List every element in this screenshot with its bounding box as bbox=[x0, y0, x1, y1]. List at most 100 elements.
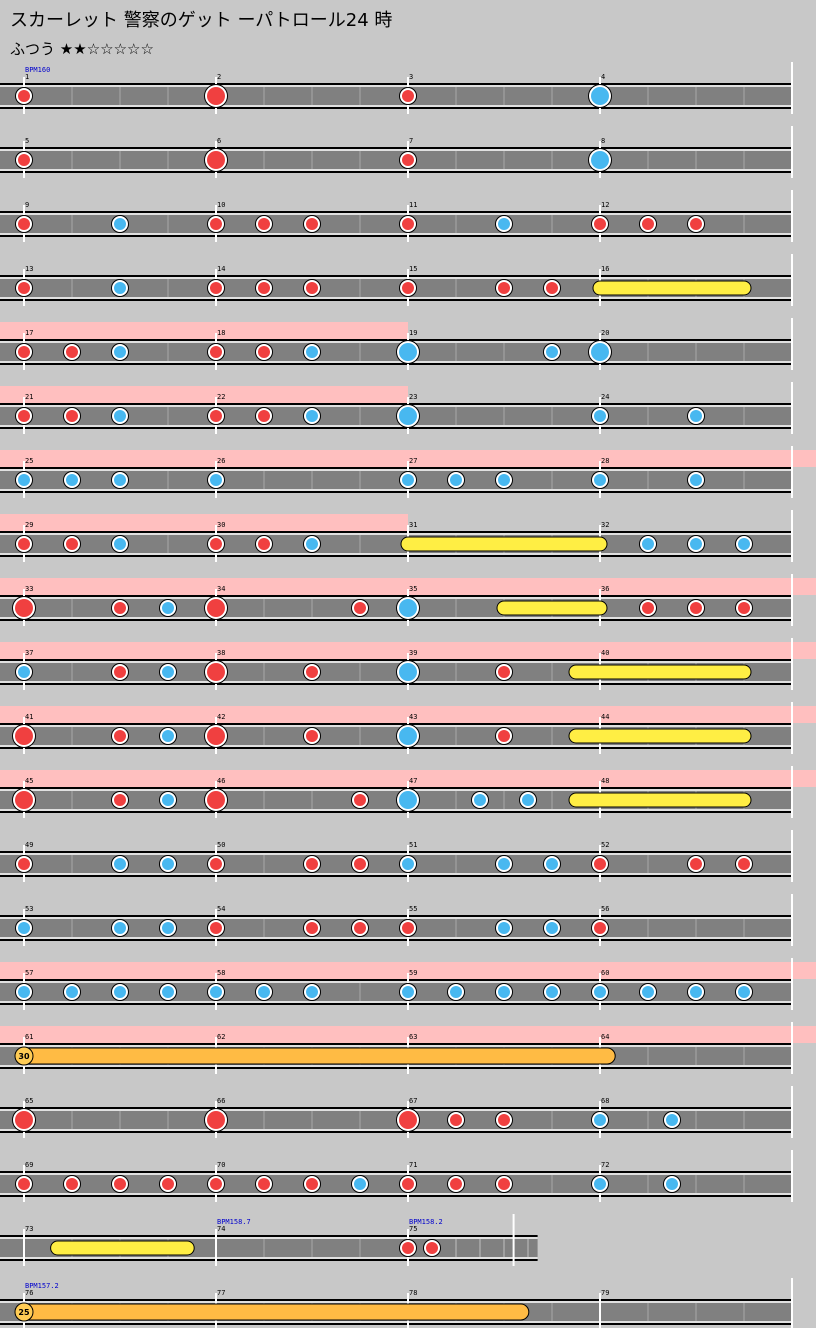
chart-row: 49 50 51 52 bbox=[0, 830, 793, 882]
ka-note bbox=[642, 986, 654, 998]
measure-number: 23 bbox=[409, 393, 417, 401]
don-note bbox=[690, 602, 702, 614]
chart-row: 45 46 47 48 bbox=[0, 766, 816, 818]
gogo-highlight bbox=[0, 386, 408, 403]
gogo-highlight bbox=[0, 706, 816, 723]
don-note bbox=[306, 858, 318, 870]
chart-row: 53 54 55 56 bbox=[0, 894, 793, 946]
don-note bbox=[402, 154, 414, 166]
don-note bbox=[210, 858, 222, 870]
measure-number: 25 bbox=[25, 457, 33, 465]
gogo-highlight bbox=[0, 578, 816, 595]
lane bbox=[0, 84, 792, 108]
measure-number: 64 bbox=[601, 1033, 609, 1041]
don-note bbox=[426, 1242, 438, 1254]
ka-note bbox=[210, 986, 222, 998]
lane bbox=[0, 980, 792, 1004]
measure-number: 8 bbox=[601, 137, 605, 145]
don-note bbox=[114, 666, 126, 678]
gogo-highlight bbox=[0, 514, 408, 531]
gogo-highlight bbox=[0, 770, 816, 787]
measure-number: 27 bbox=[409, 457, 417, 465]
measure-number: 76 bbox=[25, 1289, 33, 1297]
big-ka-note bbox=[399, 727, 417, 745]
ka-note bbox=[666, 1114, 678, 1126]
ka-note bbox=[162, 922, 174, 934]
big-ka-note bbox=[399, 343, 417, 361]
big-ka-note bbox=[399, 599, 417, 617]
ka-note bbox=[450, 986, 462, 998]
big-ka-note bbox=[399, 663, 417, 681]
don-note bbox=[258, 218, 270, 230]
ka-note bbox=[690, 538, 702, 550]
don-note bbox=[66, 1178, 78, 1190]
ka-note bbox=[114, 346, 126, 358]
ka-note bbox=[498, 922, 510, 934]
measure-number: 56 bbox=[601, 905, 609, 913]
ka-note bbox=[666, 1178, 678, 1190]
drumroll-note bbox=[400, 536, 608, 552]
chart-row: 57 58 59 60 bbox=[0, 958, 816, 1010]
ka-note bbox=[450, 474, 462, 486]
don-note bbox=[114, 730, 126, 742]
chart-row: 9 10 11 12 bbox=[0, 190, 793, 242]
measure-number: 2 bbox=[217, 73, 221, 81]
measure-number: 73 bbox=[25, 1225, 33, 1233]
measure-number: 39 bbox=[409, 649, 417, 657]
drumroll-note bbox=[496, 600, 608, 616]
don-note bbox=[306, 218, 318, 230]
chart-row: 37 38 39 40 bbox=[0, 638, 816, 690]
measure-number: 55 bbox=[409, 905, 417, 913]
don-note bbox=[18, 1178, 30, 1190]
measure-number: 79 bbox=[601, 1289, 609, 1297]
chart-row: 73 74 75 BPM158.7 BPM158.2 bbox=[0, 1214, 538, 1266]
measure-number: 72 bbox=[601, 1161, 609, 1169]
measure-number: 11 bbox=[409, 201, 417, 209]
balloon-note bbox=[15, 1303, 530, 1321]
measure-number: 32 bbox=[601, 521, 609, 529]
don-note bbox=[402, 282, 414, 294]
big-ka-note bbox=[591, 87, 609, 105]
measure-number: 67 bbox=[409, 1097, 417, 1105]
don-note bbox=[354, 602, 366, 614]
drumroll-note bbox=[568, 664, 752, 680]
measure-number: 42 bbox=[217, 713, 225, 721]
don-note bbox=[498, 666, 510, 678]
don-note bbox=[210, 218, 222, 230]
balloon-head bbox=[14, 1046, 34, 1066]
don-note bbox=[306, 666, 318, 678]
song-title: スカーレット 警察のゲット ーパトロール24 時 bbox=[10, 10, 393, 31]
gogo-highlight bbox=[0, 322, 408, 339]
measure-number: 14 bbox=[217, 265, 225, 273]
measure-number: 51 bbox=[409, 841, 417, 849]
balloon-note bbox=[15, 1047, 616, 1065]
lane bbox=[0, 916, 792, 940]
measure-number: 30 bbox=[217, 521, 225, 529]
ka-note bbox=[546, 922, 558, 934]
ka-note bbox=[690, 410, 702, 422]
measure-number: 66 bbox=[217, 1097, 225, 1105]
ka-note bbox=[306, 346, 318, 358]
measure-number: 31 bbox=[409, 521, 417, 529]
ka-note bbox=[690, 986, 702, 998]
don-note bbox=[642, 602, 654, 614]
big-don-note bbox=[15, 1111, 33, 1129]
ka-note bbox=[162, 730, 174, 742]
don-note bbox=[354, 922, 366, 934]
big-don-note bbox=[207, 599, 225, 617]
measure-number: 62 bbox=[217, 1033, 225, 1041]
don-note bbox=[258, 538, 270, 550]
lane bbox=[0, 852, 792, 876]
ka-note bbox=[498, 218, 510, 230]
don-note bbox=[594, 858, 606, 870]
ka-note bbox=[354, 1178, 366, 1190]
bpm-marker: BPM158.2 bbox=[409, 1218, 443, 1226]
don-note bbox=[306, 1178, 318, 1190]
don-note bbox=[306, 282, 318, 294]
don-note bbox=[18, 858, 30, 870]
measure-number: 59 bbox=[409, 969, 417, 977]
don-note bbox=[66, 538, 78, 550]
measure-number: 45 bbox=[25, 777, 33, 785]
lane bbox=[0, 148, 792, 172]
measure-number: 19 bbox=[409, 329, 417, 337]
